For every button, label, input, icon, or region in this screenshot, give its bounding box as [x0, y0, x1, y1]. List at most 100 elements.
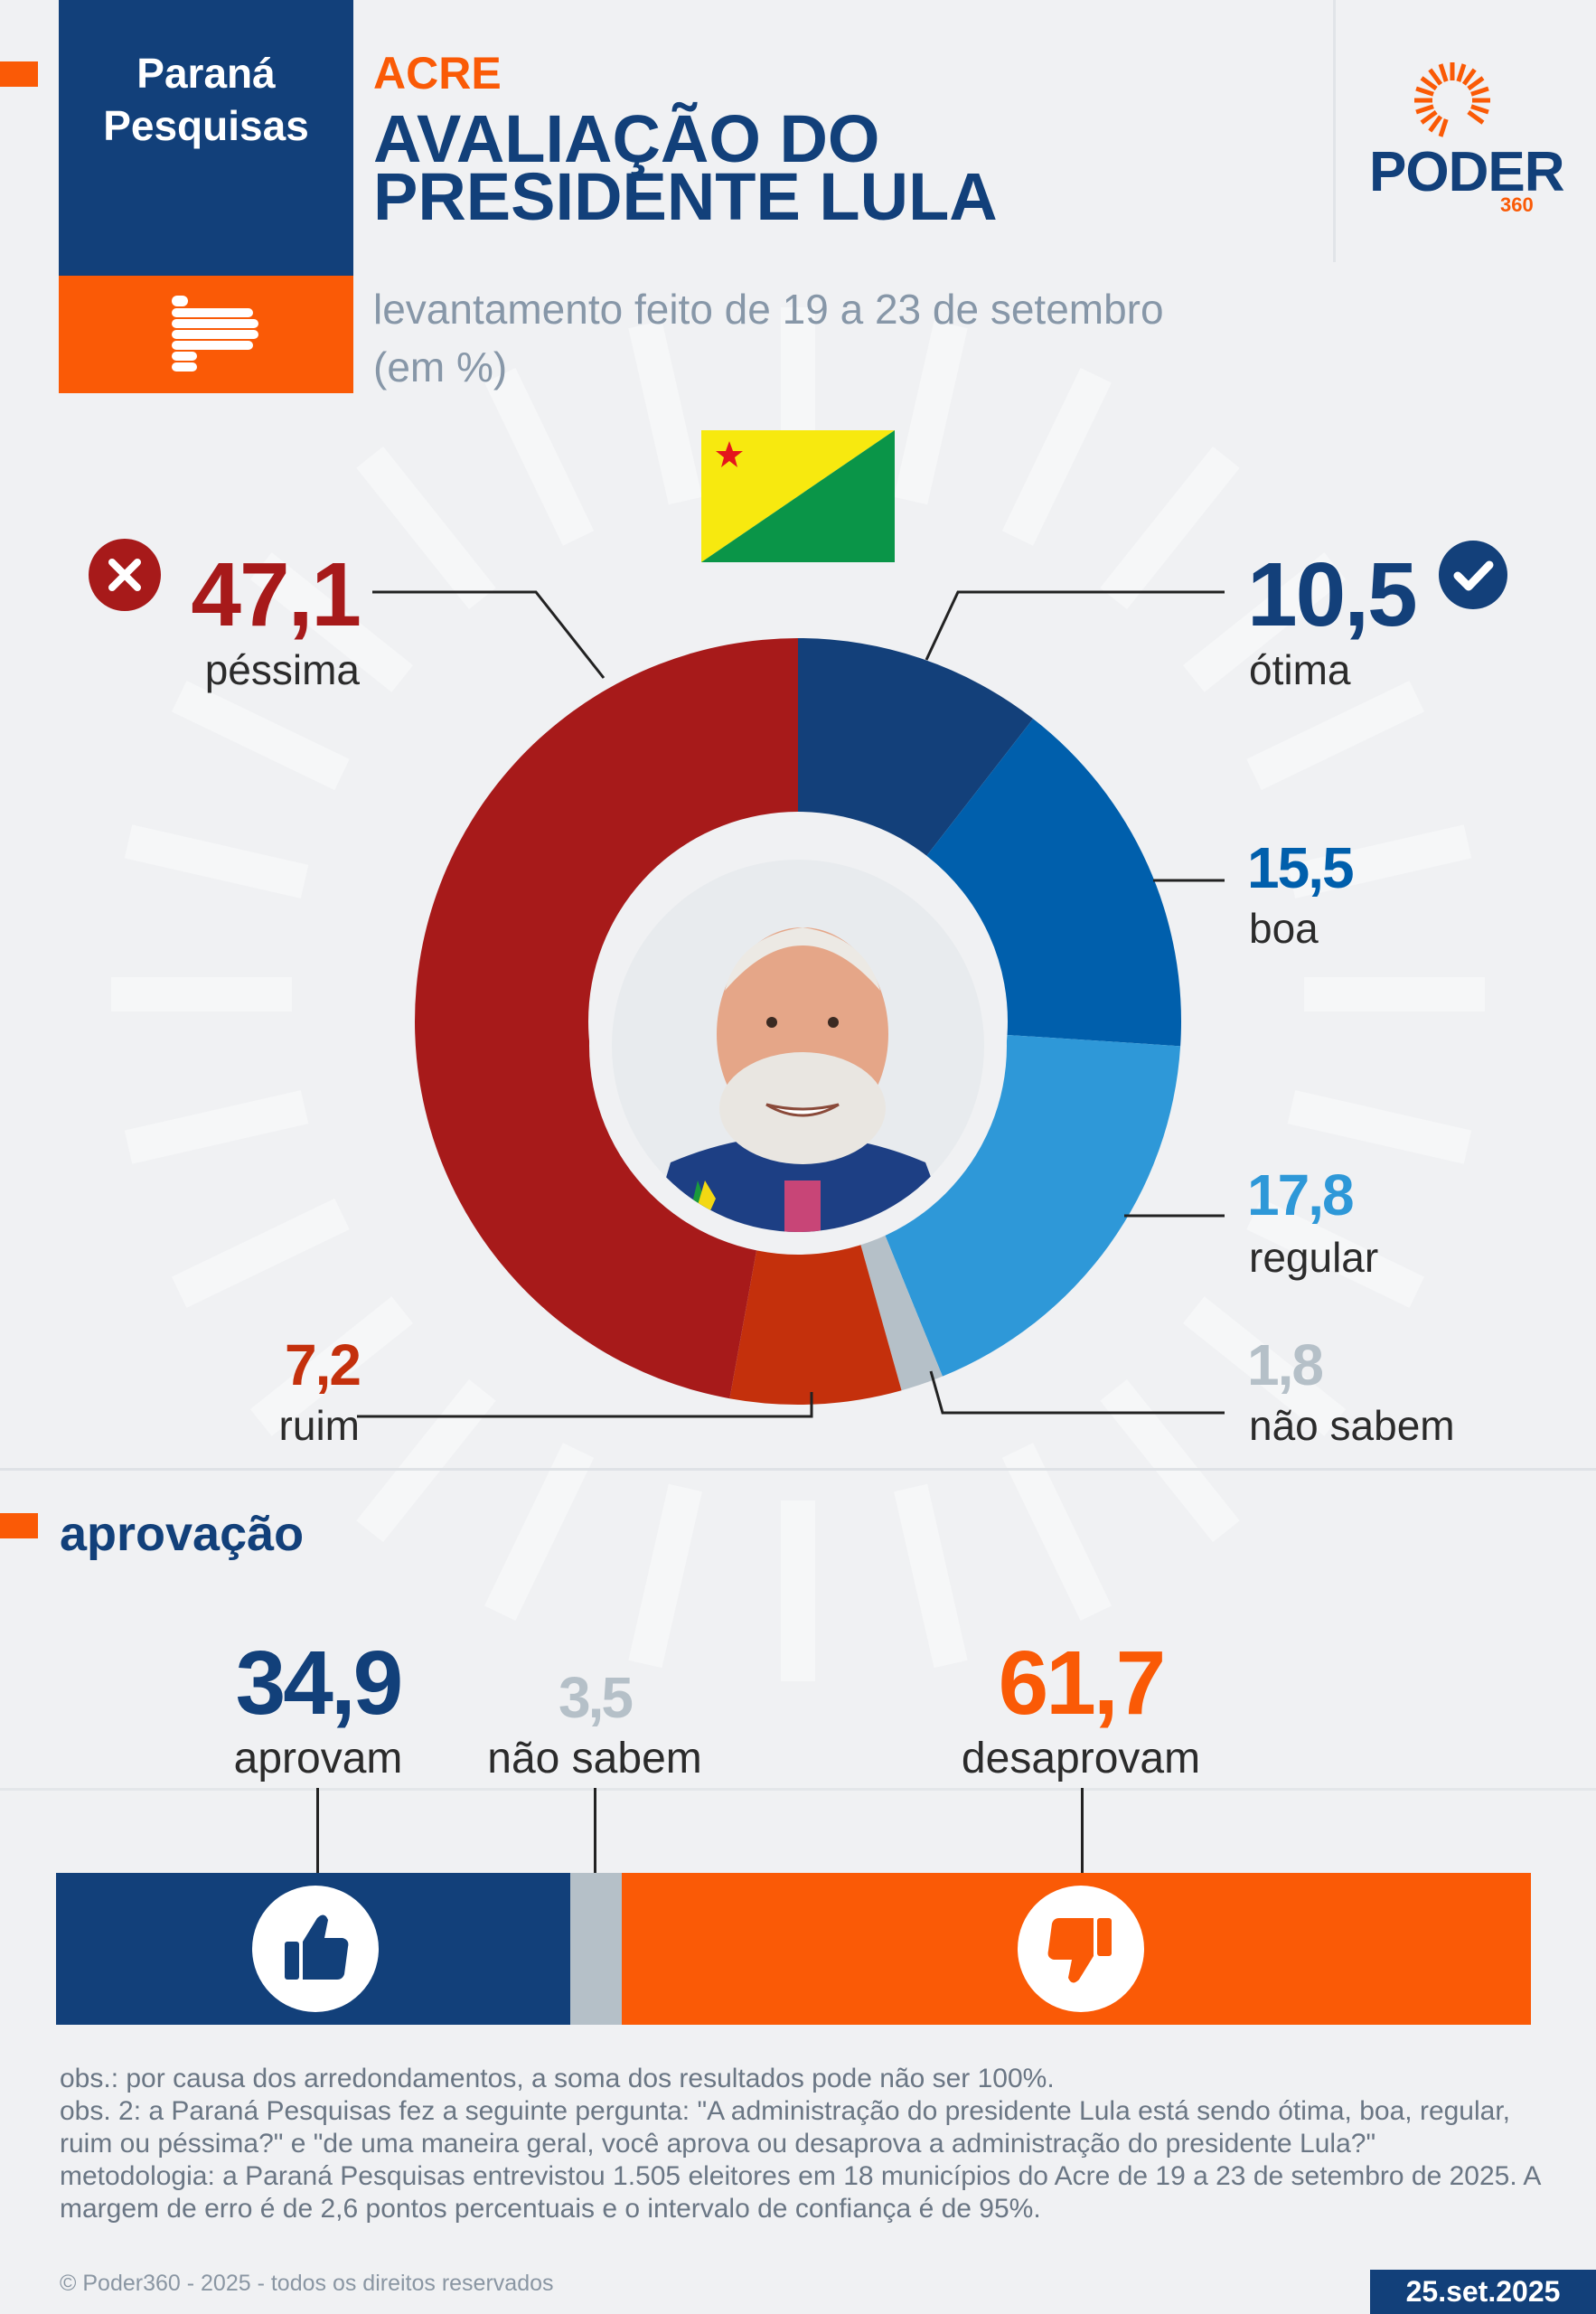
tick-desaprovam — [1081, 1788, 1084, 1873]
page-title: AVALIAÇÃO DO PRESIDENTE LULA — [373, 101, 1277, 234]
sun-ray — [1428, 115, 1443, 133]
bar-segment-nao-sabem — [569, 1873, 623, 2025]
thumbs-down-icon — [1018, 1886, 1144, 2012]
title-line1: AVALIAÇÃO DO — [373, 101, 880, 176]
label-ap-nao-sabem: não sabem — [487, 1735, 702, 1783]
background-ray — [124, 824, 309, 898]
title-line2: PRESIDENTE LULA — [373, 159, 998, 234]
tick-ap-nao-sabem — [594, 1788, 596, 1873]
donut-slice-boa — [926, 719, 1181, 1047]
value-boa: 15,5 — [1247, 835, 1355, 900]
brand-name-line1: Paraná — [136, 50, 276, 97]
accent-mark — [0, 61, 38, 87]
background-ray — [1287, 824, 1472, 898]
approval-bar — [56, 0, 1531, 2079]
label-otima: ótima — [1249, 646, 1351, 693]
approval-guide-line — [0, 1788, 1596, 1791]
sun-ray — [1467, 109, 1485, 125]
background-ray — [172, 681, 350, 791]
brand-box: Paraná Pesquisas — [59, 0, 353, 276]
value-nao-sabem: 1,8 — [1247, 1332, 1324, 1397]
background-ray — [894, 1483, 968, 1669]
sun-ray — [1438, 63, 1449, 82]
donut-slice-regular — [877, 1034, 1181, 1377]
subtitle-line2: (em %) — [373, 343, 508, 390]
value-otima: 10,5 — [1247, 544, 1418, 645]
leader-nao-sabem — [929, 1370, 1225, 1415]
label-aprovam: aprovam — [233, 1735, 403, 1783]
sun-ray — [1415, 86, 1434, 97]
background-ray — [1182, 552, 1347, 692]
background-ray — [1100, 446, 1240, 610]
background-ray — [1001, 368, 1112, 546]
subtitle: levantamento feito de 19 a 23 de setembr… — [373, 280, 1277, 396]
note-obs1: obs.: por causa dos arredondamentos, a s… — [60, 2064, 1055, 2093]
sun-ray — [1456, 63, 1467, 82]
background-ray — [356, 446, 496, 610]
approval-title: aprovação — [60, 1507, 305, 1561]
section-accent — [0, 1513, 38, 1538]
date-badge: 25.set.2025 — [1370, 2270, 1596, 2314]
background-ray — [124, 1090, 309, 1164]
value-pessima: 47,1 — [191, 544, 361, 645]
acre-flag — [701, 430, 895, 562]
copyright: © Poder360 - 2025 - todos os direitos re… — [60, 2271, 554, 2296]
note-obs2: obs. 2: a Paraná Pesquisas fez a seguint… — [60, 2096, 1511, 2159]
sun-ray — [1470, 86, 1489, 97]
donut-slice-ruim — [729, 1223, 902, 1405]
background-ray — [1246, 1198, 1424, 1308]
value-ap-nao-sabem: 3,5 — [559, 1665, 634, 1730]
notes: obs.: por causa dos arredondamentos, a s… — [60, 2063, 1542, 2225]
background-ray — [1001, 1443, 1112, 1621]
sun-ray — [1428, 68, 1443, 86]
leader-ruim — [357, 1392, 813, 1418]
note-methodology: metodologia: a Paraná Pesquisas entrevis… — [60, 2161, 1540, 2224]
leader-pessima — [372, 590, 606, 679]
background-ray — [1246, 681, 1424, 791]
value-regular: 17,8 — [1247, 1162, 1355, 1228]
background-ray — [249, 552, 414, 692]
president-photo — [589, 837, 1007, 1255]
poder360-sun-logo — [1414, 62, 1490, 137]
check-circle-icon — [1439, 541, 1507, 609]
value-aprovam: 34,9 — [235, 1632, 404, 1734]
background-ray — [484, 1443, 595, 1621]
background-ray — [1287, 1090, 1472, 1164]
sun-ray — [1467, 76, 1485, 91]
label-desaprovam: desaprovam — [961, 1735, 1201, 1783]
value-desaprovam: 61,7 — [998, 1632, 1167, 1734]
sun-ray — [1420, 76, 1438, 91]
brand-name-line2: Pesquisas — [103, 102, 309, 149]
state-label: ACRE — [373, 48, 502, 99]
sun-ray — [1420, 109, 1438, 125]
parana-pesquisas-logo — [59, 276, 353, 393]
label-regular: regular — [1249, 1234, 1379, 1281]
subtitle-line1: levantamento feito de 19 a 23 de setembr… — [373, 286, 1164, 333]
poder360-logo-sub: 360 — [1500, 193, 1534, 216]
poder360-logo: PODER — [1369, 141, 1564, 203]
donut-slice-otima — [798, 638, 1034, 856]
thumbs-up-icon — [252, 1886, 379, 2012]
background-ray — [249, 1296, 414, 1436]
background-ray — [356, 1378, 496, 1543]
background-ray — [894, 320, 968, 505]
label-pessima: péssima — [204, 646, 360, 693]
sun-ray — [1470, 104, 1489, 115]
label-boa: boa — [1249, 905, 1319, 952]
donut-slice-nao-sabem — [854, 1215, 943, 1391]
background-ray — [172, 1198, 350, 1308]
sun-ray — [1461, 68, 1477, 86]
sun-ray — [1438, 118, 1449, 137]
x-circle-icon — [89, 539, 161, 611]
background-ray — [484, 368, 595, 546]
sun-ray — [1415, 104, 1434, 115]
header-divider — [1333, 0, 1336, 262]
label-ruim: ruim — [278, 1402, 360, 1449]
section-divider — [0, 1468, 1596, 1471]
background-ray — [1182, 1296, 1347, 1436]
label-nao-sabem: não sabem — [1249, 1402, 1455, 1449]
background-rays — [0, 0, 1596, 1808]
background-ray — [628, 320, 702, 505]
value-ruim: 7,2 — [285, 1332, 361, 1397]
leader-otima — [925, 590, 1225, 661]
